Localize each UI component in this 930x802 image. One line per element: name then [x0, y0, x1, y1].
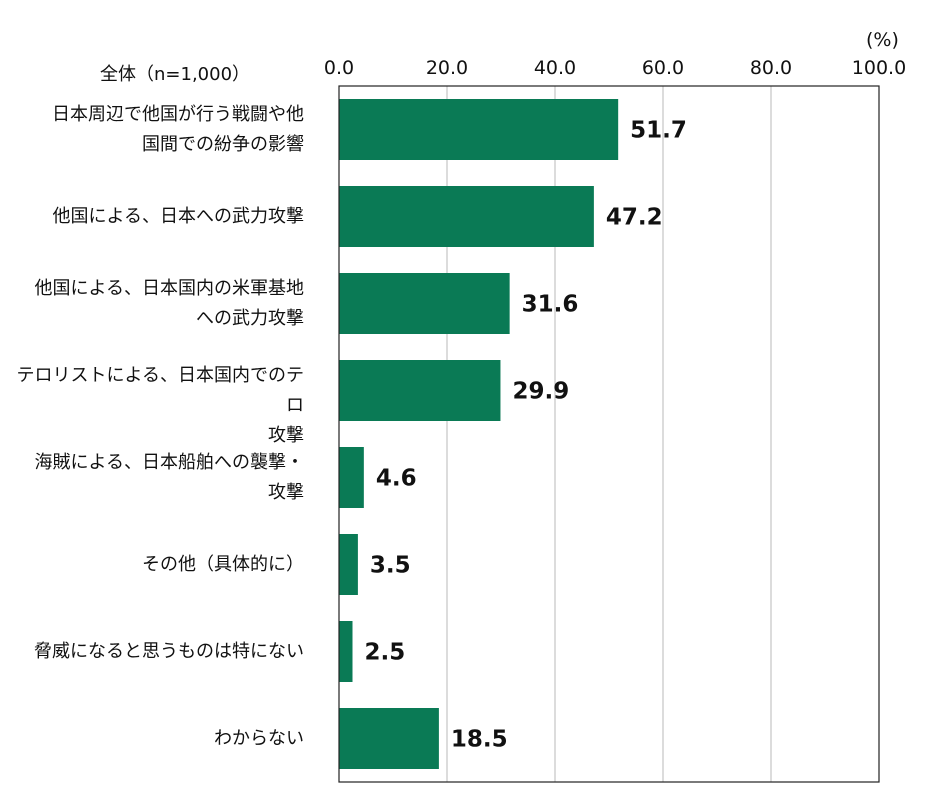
category-label: 脅威になると思うものは特にない [4, 637, 304, 667]
category-label-line: わからない [214, 727, 304, 749]
bars [339, 99, 619, 769]
tick-label: 0.0 [324, 57, 354, 79]
tick-label: 100.0 [852, 57, 906, 79]
x-axis-ticks: 0.0 20.0 40.0 60.0 80.0 100.0 [324, 57, 906, 79]
bar [339, 99, 619, 160]
value-label: 47.2 [606, 205, 663, 231]
value-label: 4.6 [376, 466, 417, 492]
category-label: テロリストによる、日本国内でのテロ攻撃 [4, 361, 304, 451]
category-label: 他国による、日本への武力攻撃 [4, 202, 304, 232]
bar [339, 708, 439, 769]
plot-frame [338, 85, 880, 783]
value-label: 29.9 [512, 379, 569, 405]
category-label-line: 海賊による、日本船舶への襲撃・ [34, 451, 304, 473]
bar [339, 447, 364, 508]
category-label-line: への武力攻撃 [196, 307, 304, 329]
category-label-line: 他国による、日本国内の米軍基地 [34, 277, 304, 299]
category-label-line: 他国による、日本への武力攻撃 [52, 205, 304, 227]
bar [339, 360, 501, 421]
unit-label: (%) [866, 29, 899, 51]
bar [339, 186, 594, 247]
tick-label: 20.0 [426, 57, 468, 79]
category-label-line: 脅威になると思うものは特にない [34, 640, 304, 662]
value-label: 2.5 [365, 640, 406, 666]
value-label: 3.5 [370, 553, 411, 579]
category-label-line: 攻撃 [268, 424, 304, 446]
category-label: わからない [4, 724, 304, 754]
category-label-line: 国間での紛争の影響 [142, 133, 304, 155]
plot-border [338, 85, 880, 783]
category-label: 海賊による、日本船舶への襲撃・攻撃 [4, 448, 304, 508]
bar [339, 534, 358, 595]
value-label: 18.5 [451, 727, 508, 753]
category-label-line: テロリストによる、日本国内でのテロ [16, 364, 304, 416]
tick-label: 60.0 [642, 57, 684, 79]
category-label-line: 攻撃 [268, 481, 304, 503]
tick-label: 40.0 [534, 57, 576, 79]
category-label-line: その他（具体的に） [142, 553, 304, 575]
category-label: 日本周辺で他国が行う戦闘や他国間での紛争の影響 [4, 100, 304, 160]
sample-label: 全体（n=1,000） [100, 64, 251, 85]
category-label: その他（具体的に） [4, 550, 304, 580]
category-label-line: 日本周辺で他国が行う戦闘や他 [52, 103, 304, 125]
category-label: 他国による、日本国内の米軍基地への武力攻撃 [4, 274, 304, 334]
value-label: 31.6 [522, 292, 579, 318]
value-labels: 51.7 47.2 31.6 29.9 4.6 3.5 2.5 18.5 [365, 118, 687, 753]
bar [339, 621, 353, 682]
tick-label: 80.0 [750, 57, 792, 79]
value-label: 51.7 [630, 118, 687, 144]
bar [339, 273, 510, 334]
